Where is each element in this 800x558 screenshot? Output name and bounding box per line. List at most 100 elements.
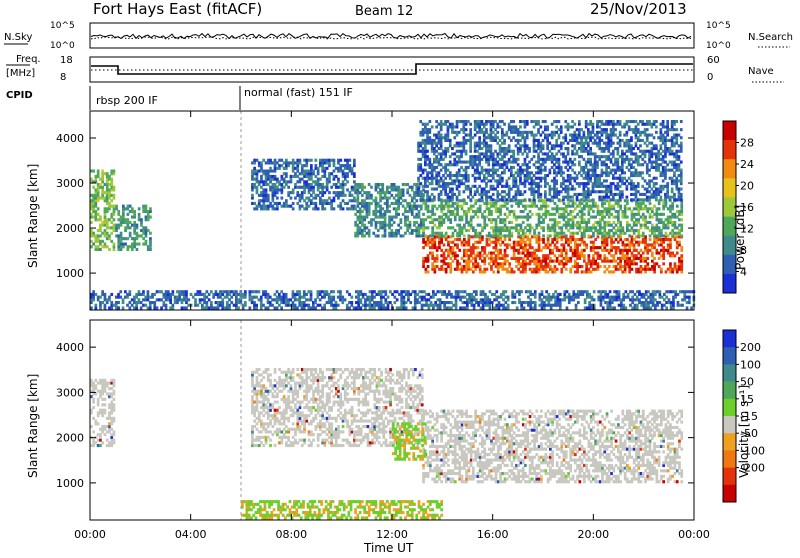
- heatmap-cell: [545, 216, 548, 219]
- heatmap-cell: [646, 243, 649, 246]
- heatmap-cell: [674, 216, 677, 219]
- heatmap-cell: [635, 120, 638, 123]
- heatmap-cell: [671, 128, 674, 131]
- heatmap-cell: [526, 174, 529, 177]
- heatmap-cell: [662, 252, 665, 255]
- heatmap-cell: [269, 180, 272, 183]
- heatmap-cell: [544, 179, 547, 182]
- heatmap-cell: [424, 161, 427, 164]
- heatmap-cell: [538, 265, 541, 268]
- heatmap-cell: [667, 249, 670, 252]
- heatmap-cell: [101, 197, 104, 200]
- heatmap-cell: [474, 246, 477, 249]
- heatmap-cell: [579, 224, 582, 227]
- heatmap-cell: [667, 243, 670, 246]
- heatmap-cell: [278, 183, 281, 186]
- heatmap-cell: [326, 178, 329, 181]
- heatmap-cell: [648, 174, 651, 177]
- heatmap-cell: [433, 161, 436, 164]
- heatmap-cell: [381, 226, 384, 229]
- heatmap-cell: [337, 159, 340, 162]
- heatmap-cell: [596, 125, 599, 128]
- heatmap-cell: [562, 188, 565, 191]
- heatmap-cell: [447, 193, 450, 196]
- heatmap-cell: [445, 232, 448, 235]
- heatmap-cell: [585, 125, 588, 128]
- heatmap-cell: [664, 161, 667, 164]
- heatmap-cell: [133, 237, 136, 240]
- heatmap-cell: [451, 188, 454, 191]
- heatmap-cell: [651, 224, 654, 227]
- heatmap-cell: [580, 169, 583, 172]
- heatmap-cell: [117, 224, 120, 227]
- heatmap-cell: [499, 249, 502, 252]
- heatmap-cell: [253, 183, 256, 186]
- heatmap-cell: [571, 120, 574, 123]
- heatmap-cell: [415, 183, 418, 186]
- heatmap-cell: [395, 199, 398, 202]
- heatmap-cell: [435, 125, 438, 128]
- heatmap-cell: [458, 226, 461, 229]
- heatmap-cell: [603, 185, 606, 188]
- heatmap-cell: [642, 232, 645, 235]
- heatmap-cell: [481, 166, 484, 169]
- heatmap-cell: [337, 197, 340, 200]
- heatmap-cell: [120, 224, 123, 227]
- heatmap-cell: [363, 234, 366, 237]
- heatmap-cell: [274, 178, 277, 181]
- heatmap-cell: [624, 205, 627, 208]
- heatmap-cell: [377, 210, 380, 213]
- heatmap-cell: [269, 167, 272, 170]
- heatmap-cell: [492, 188, 495, 191]
- heatmap-cell: [158, 290, 161, 293]
- heatmap-cell: [589, 158, 592, 161]
- heatmap-cell: [651, 210, 654, 213]
- heatmap-cell: [497, 252, 500, 255]
- heatmap-cell: [499, 120, 502, 123]
- heatmap-cell: [551, 218, 554, 221]
- heatmap-cell: [538, 246, 541, 249]
- heatmap-cell: [486, 202, 489, 205]
- heatmap-cell: [594, 139, 597, 142]
- heatmap-cell: [524, 125, 527, 128]
- heatmap-cell: [474, 234, 477, 237]
- heatmap-cell: [615, 249, 618, 252]
- heatmap-cell: [651, 252, 654, 255]
- heatmap-cell: [542, 177, 545, 180]
- heatmap-cell: [368, 191, 371, 194]
- heatmap-cell: [472, 249, 475, 252]
- heatmap-cell: [145, 229, 148, 232]
- heatmap-cell: [490, 218, 493, 221]
- heatmap-cell: [549, 155, 552, 158]
- heatmap-cell: [411, 232, 414, 235]
- heatmap-cell: [485, 152, 488, 155]
- heatmap-cell: [342, 207, 345, 210]
- heatmap-cell: [138, 290, 141, 293]
- heatmap-cell: [517, 150, 520, 153]
- heatmap-cell: [585, 139, 588, 142]
- heatmap-cell: [490, 210, 493, 213]
- heatmap-cell: [361, 205, 364, 208]
- heatmap-cell: [535, 139, 538, 142]
- heatmap-cell: [555, 142, 558, 145]
- heatmap-cell: [558, 213, 561, 216]
- heatmap-cell: [517, 163, 520, 166]
- heatmap-cell: [512, 161, 515, 164]
- heatmap-cell: [617, 229, 620, 232]
- heatmap-cell: [122, 216, 125, 219]
- heatmap-cell: [97, 186, 100, 189]
- heatmap-cell: [607, 174, 610, 177]
- heatmap-cell: [492, 166, 495, 169]
- heatmap-cell: [452, 254, 455, 257]
- heatmap-cell: [646, 128, 649, 131]
- heatmap-cell: [431, 252, 434, 255]
- heatmap-cell: [583, 270, 586, 273]
- heatmap-cell: [597, 235, 600, 238]
- heatmap-cell: [610, 128, 613, 131]
- heatmap-cell: [140, 293, 143, 296]
- heatmap-cell: [447, 139, 450, 142]
- heatmap-cell: [644, 142, 647, 145]
- heatmap-cell: [646, 182, 649, 185]
- heatmap-cell: [569, 257, 572, 260]
- heatmap-cell: [635, 262, 638, 265]
